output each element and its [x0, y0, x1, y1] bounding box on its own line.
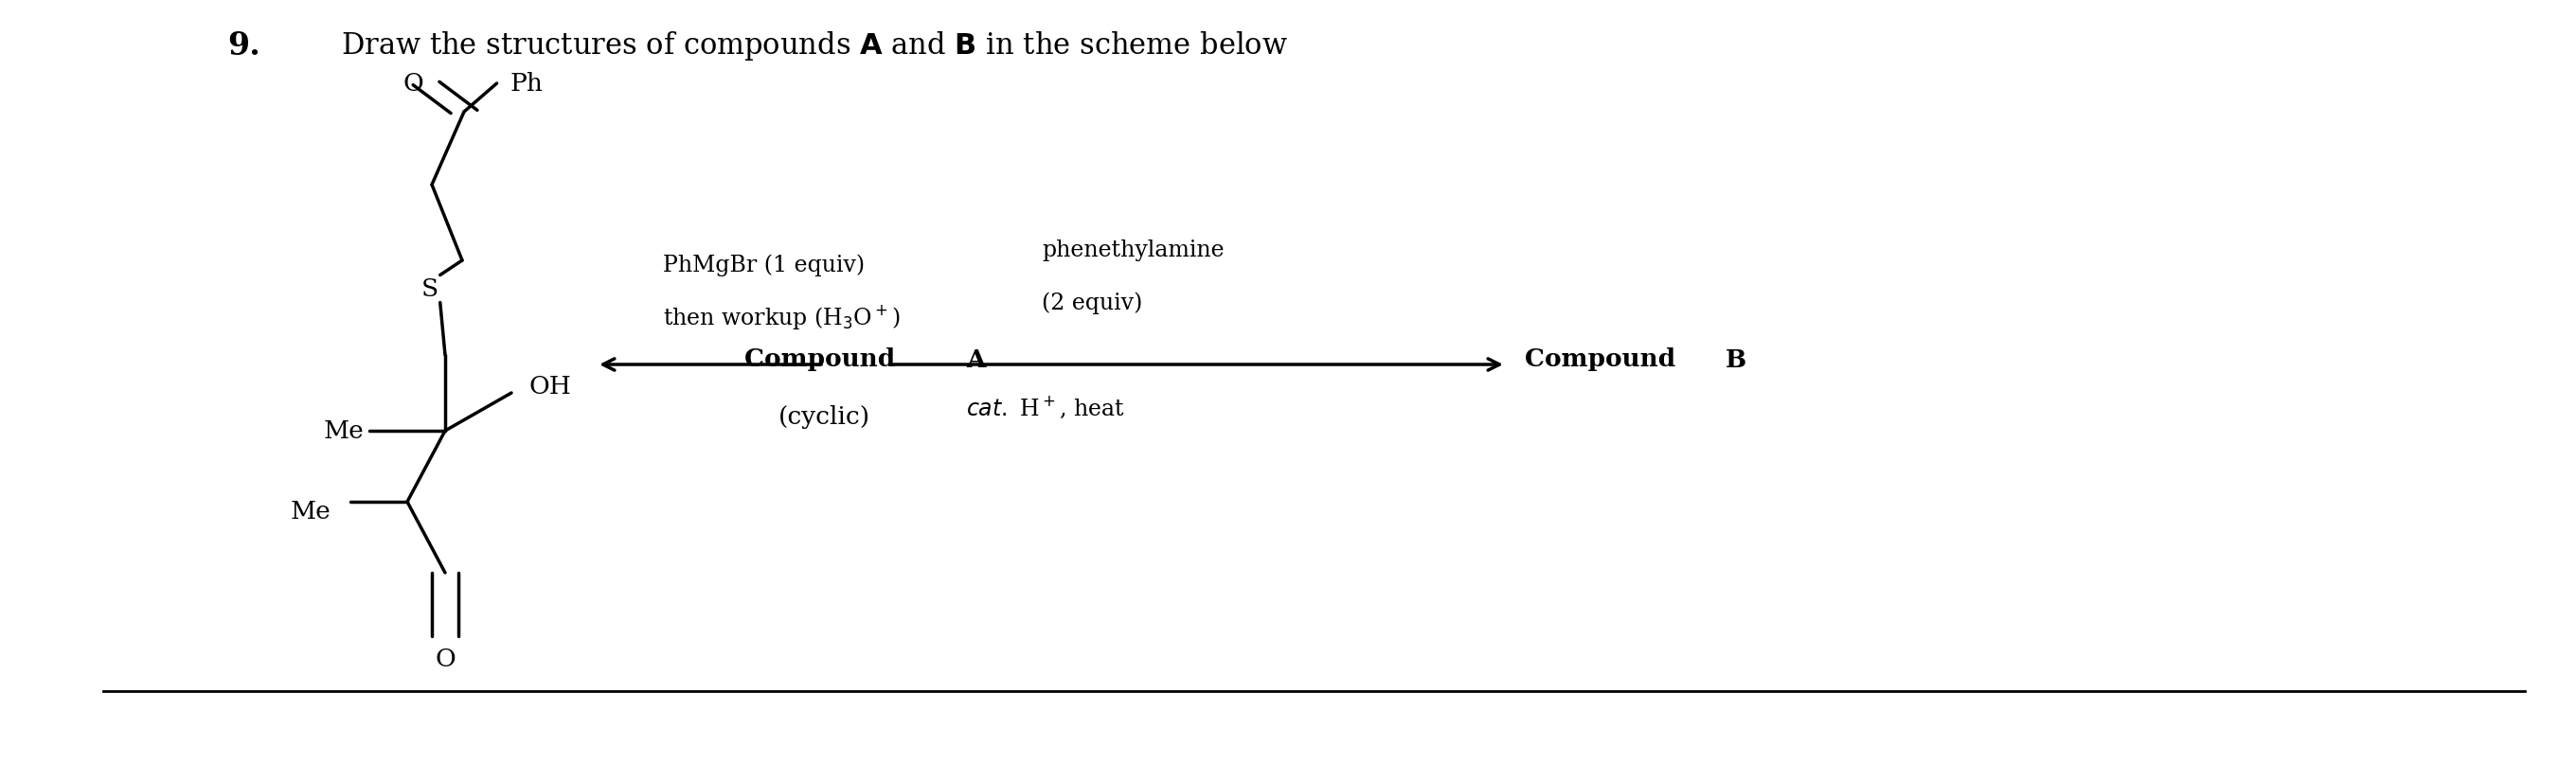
- Text: B: B: [1726, 348, 1747, 372]
- Text: Me: Me: [325, 419, 363, 443]
- Text: O: O: [402, 72, 422, 95]
- Text: S: S: [422, 277, 438, 301]
- Text: A: A: [966, 348, 987, 372]
- Text: (2 equiv): (2 equiv): [1041, 291, 1144, 314]
- Text: $\mathit{cat.}$ H$^+$, heat: $\mathit{cat.}$ H$^+$, heat: [966, 394, 1126, 420]
- Text: (cyclic): (cyclic): [778, 404, 871, 428]
- Text: Ph: Ph: [510, 72, 544, 95]
- Text: then workup (H$_3$O$^+$): then workup (H$_3$O$^+$): [662, 303, 899, 331]
- Text: OH: OH: [528, 375, 572, 398]
- Text: Compound: Compound: [744, 348, 904, 372]
- Text: 9.: 9.: [227, 30, 260, 61]
- Text: Me: Me: [291, 499, 332, 523]
- Text: PhMgBr (1 equiv): PhMgBr (1 equiv): [662, 254, 866, 276]
- Text: phenethylamine: phenethylamine: [1041, 240, 1224, 262]
- Text: Compound: Compound: [1525, 348, 1685, 372]
- Text: Draw the structures of compounds $\mathbf{A}$ and $\mathbf{B}$ in the scheme bel: Draw the structures of compounds $\mathb…: [340, 29, 1288, 62]
- Text: O: O: [435, 648, 456, 671]
